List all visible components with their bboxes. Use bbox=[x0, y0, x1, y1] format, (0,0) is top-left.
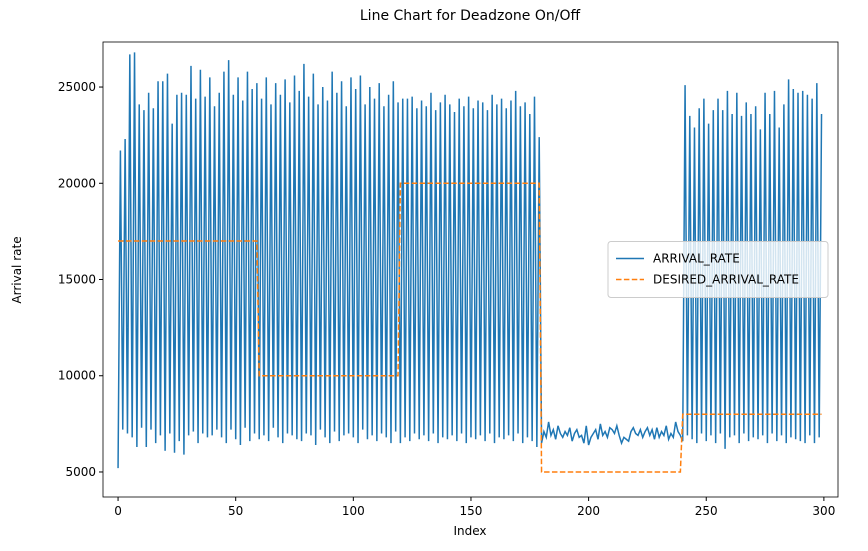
y-tick-label: 5000 bbox=[65, 465, 96, 479]
series-line bbox=[117, 52, 823, 469]
x-tick-label: 50 bbox=[228, 504, 243, 518]
y-axis-label: Arrival rate bbox=[10, 236, 24, 303]
y-tick-label: 20000 bbox=[58, 176, 96, 190]
plot-frame bbox=[102, 41, 839, 498]
y-tick-label: 10000 bbox=[58, 369, 96, 383]
legend-box bbox=[607, 241, 829, 298]
y-tick-label: 15000 bbox=[58, 273, 96, 287]
x-tick-label: 100 bbox=[342, 504, 365, 518]
legend-label: DESIRED_ARRIVAL_RATE bbox=[653, 273, 799, 287]
y-tick-label: 25000 bbox=[58, 80, 96, 94]
x-tick-label: 200 bbox=[577, 504, 600, 518]
legend-label: ARRIVAL_RATE bbox=[653, 252, 740, 266]
x-tick-label: 250 bbox=[695, 504, 718, 518]
x-tick-label: 300 bbox=[812, 504, 835, 518]
series-line bbox=[118, 182, 822, 473]
chart-title: Line Chart for Deadzone On/Off bbox=[360, 8, 581, 24]
x-tick-label: 150 bbox=[460, 504, 483, 518]
x-tick-label: 0 bbox=[114, 504, 122, 518]
x-axis-label: Index bbox=[453, 524, 486, 538]
